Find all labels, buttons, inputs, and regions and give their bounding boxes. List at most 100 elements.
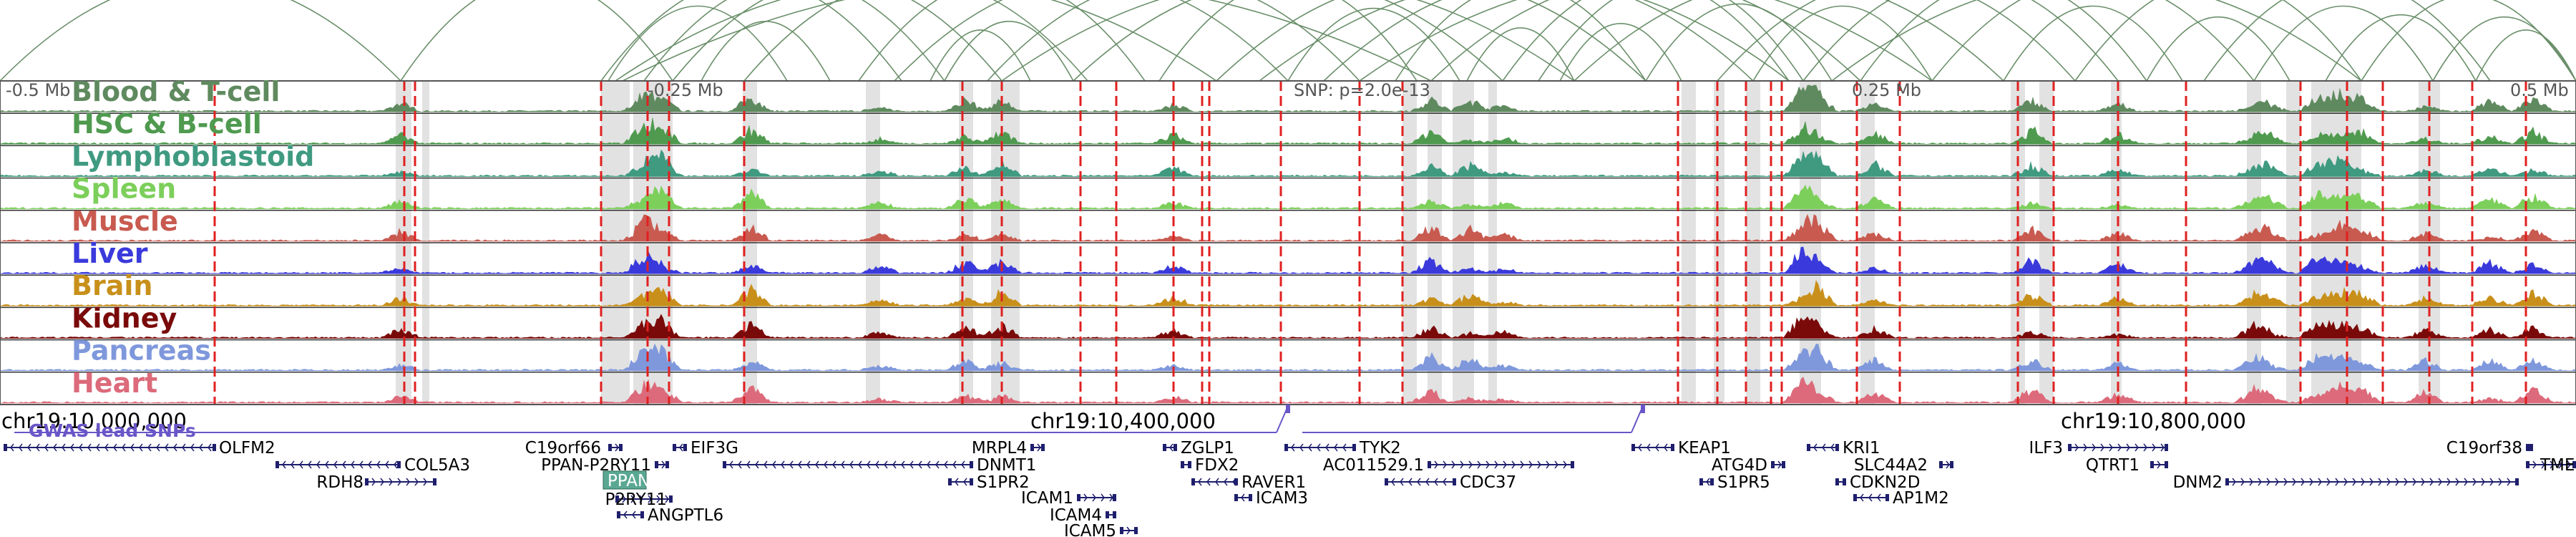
gene-s1pr5[interactable]: S1PR5 xyxy=(1699,473,1770,492)
gene-icam1[interactable]: ICAM1 xyxy=(1021,489,1116,508)
gene-ppan[interactable]: PPAN xyxy=(602,470,650,490)
strand-arrow xyxy=(2109,443,2113,452)
strand-arrow xyxy=(182,443,186,452)
gene-dnmt1[interactable]: DNMT1 xyxy=(723,456,1036,475)
gene-p2ry11[interactable]: P2RY11 xyxy=(605,490,673,509)
gene-ilf3[interactable]: ILF3 xyxy=(2029,439,2168,458)
strand-arrow xyxy=(2266,478,2270,486)
exon xyxy=(683,444,687,451)
strand-arrow xyxy=(2395,478,2399,486)
gene-olfm2[interactable]: OLFM2 xyxy=(4,439,275,458)
strand-arrow xyxy=(623,511,628,519)
gene-ac011529-1[interactable]: AC011529.1 xyxy=(1323,456,1574,475)
interaction-arc xyxy=(1502,0,1790,82)
gene-angptl6[interactable]: ANGPTL6 xyxy=(617,506,723,525)
strand-arrow xyxy=(104,443,109,452)
gene-rdh8[interactable]: RDH8 xyxy=(316,473,436,492)
gene-keap1[interactable]: KEAP1 xyxy=(1631,439,1731,458)
gene-tyk2[interactable]: TYK2 xyxy=(1284,439,1401,458)
strand-arrow xyxy=(79,443,83,452)
ruler-right-label: 0.5 Mb xyxy=(2510,80,2569,100)
strand-arrow xyxy=(96,443,100,452)
gene-s1pr2[interactable]: S1PR2 xyxy=(948,473,1030,492)
exon xyxy=(1710,478,1714,485)
gene-qtrt1[interactable]: QTRT1 xyxy=(2086,456,2168,475)
strand-arrow xyxy=(1037,443,1041,452)
strand-arrow xyxy=(2567,460,2571,469)
strand-arrow xyxy=(282,460,286,469)
gene-dnm2[interactable]: DNM2 xyxy=(2173,473,2519,492)
exon xyxy=(397,461,401,468)
strand-arrow xyxy=(849,460,854,469)
track-pancreas xyxy=(0,343,2576,373)
gene-raver1[interactable]: RAVER1 xyxy=(1191,473,1306,492)
gene-kri1[interactable]: KRI1 xyxy=(1807,439,1880,458)
interaction-arc xyxy=(1931,0,2255,82)
strand-arrow xyxy=(884,460,888,469)
gene-eif3g[interactable]: EIF3G xyxy=(673,439,738,458)
strand-arrow xyxy=(2335,478,2339,486)
interaction-arc xyxy=(1001,0,1575,82)
signal-track xyxy=(0,246,2576,274)
chromatin-interaction-arcs xyxy=(0,0,2576,82)
strand-arrow xyxy=(952,460,957,469)
gene-icam4[interactable]: ICAM4 xyxy=(1050,506,1116,525)
gene-cdc37[interactable]: CDC37 xyxy=(1385,473,1516,492)
interaction-arc xyxy=(1430,0,1861,82)
exon xyxy=(1699,478,1703,485)
exon xyxy=(2150,461,2154,468)
strand-arrow xyxy=(1325,443,1330,452)
gene-fdx2[interactable]: FDX2 xyxy=(1181,456,1239,475)
strand-arrow xyxy=(1334,443,1338,452)
gene-c19orf38[interactable]: C19orf38 xyxy=(2446,439,2533,458)
interaction-arc xyxy=(1538,0,1804,82)
gene-cdkn2d[interactable]: CDKN2D xyxy=(1835,473,1920,492)
exon xyxy=(1385,478,1388,485)
gene-icam5[interactable]: ICAM5 xyxy=(1064,522,1138,537)
track-brain xyxy=(0,280,2576,309)
interaction-arc xyxy=(2146,16,2290,82)
strand-arrow xyxy=(2135,443,2139,452)
interaction-arc xyxy=(1466,27,1575,82)
strand-arrow xyxy=(661,460,665,469)
exon xyxy=(608,444,612,451)
strand-arrow xyxy=(2386,478,2391,486)
gene-label: QTRT1 xyxy=(2086,456,2140,475)
strand-arrow xyxy=(1291,443,1295,452)
interaction-arc xyxy=(2361,0,2576,82)
gene-tmed1[interactable]: TMED1 xyxy=(2526,456,2576,475)
gene-mrpl4[interactable]: MRPL4 xyxy=(972,439,1045,458)
strand-arrow xyxy=(1092,493,1096,502)
strand-arrow xyxy=(1511,460,1516,469)
strand-arrow xyxy=(380,478,384,486)
gene-icam3[interactable]: ICAM3 xyxy=(1234,489,1308,508)
strand-arrow xyxy=(1317,443,1321,452)
strand-arrow xyxy=(679,443,683,452)
strand-arrow xyxy=(1391,478,1395,486)
track-kidney xyxy=(0,314,2576,341)
strand-arrow xyxy=(2152,443,2156,452)
interaction-arc xyxy=(1073,0,1503,82)
exon xyxy=(1120,527,1123,534)
gene-zglp1[interactable]: ZGLP1 xyxy=(1163,439,1234,458)
gene-atg4d[interactable]: ATG4D xyxy=(1712,456,1785,475)
lead-snp-marker-2[interactable] xyxy=(1641,405,1645,413)
strand-arrow xyxy=(1417,478,1421,486)
strand-arrow xyxy=(639,495,643,503)
track-lymphoblastoid xyxy=(0,149,2576,179)
signal-track xyxy=(0,377,2576,404)
gene-ap1m2[interactable]: AP1M2 xyxy=(1853,489,1949,508)
exon xyxy=(655,461,658,468)
gene-slc44a2[interactable]: SLC44A2 xyxy=(1854,456,1953,475)
strand-arrow xyxy=(2369,478,2373,486)
gene-label: PPAN xyxy=(608,472,650,490)
gene-c19orf66[interactable]: C19orf66 xyxy=(525,439,623,458)
strand-arrow xyxy=(1425,478,1430,486)
strand-arrow xyxy=(130,443,135,452)
gene-col5a3[interactable]: COL5A3 xyxy=(275,456,470,475)
lead-snp-marker[interactable] xyxy=(1286,405,1290,413)
gene-label: ATG4D xyxy=(1712,456,1767,475)
interaction-arc xyxy=(944,20,1074,82)
coord-mid: chr19:10,400,000 xyxy=(1030,409,1216,433)
